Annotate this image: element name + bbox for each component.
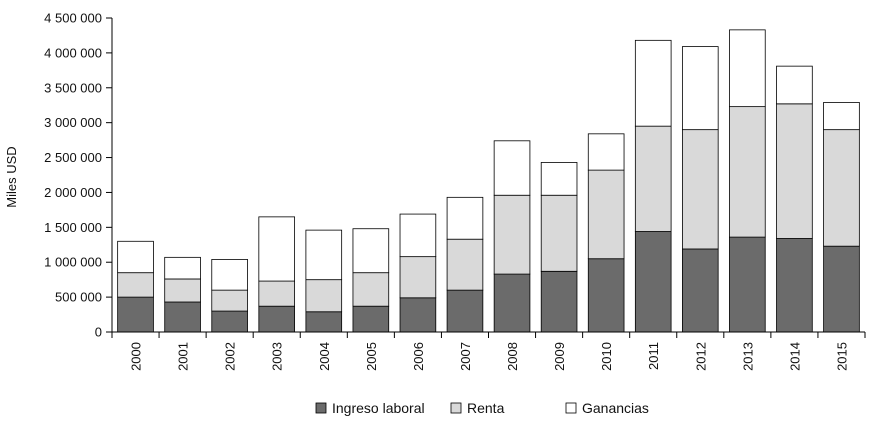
legend-swatch [315,402,327,414]
y-tick-label: 0 [95,325,102,340]
bar-segment [446,196,484,240]
bar-segment [399,213,437,258]
bar-segment [823,129,860,247]
legend-label: Ganancias [582,400,649,416]
x-tick-label: 2007 [458,342,473,371]
legend: Ingreso laboral Renta Ganancias [315,400,649,416]
bar-segment [117,240,154,274]
bar-segment [681,248,719,333]
bar-segment [305,279,343,313]
y-tick-label: 1 500 000 [44,220,102,235]
x-tick-label: 2012 [693,342,708,371]
x-tick-label: 2004 [317,342,332,371]
bar-segment [587,169,625,260]
bar-segment [211,310,248,333]
bar-segment [587,133,625,171]
bar-segment [823,245,860,333]
bar-segment [587,258,625,333]
bar-segment [729,29,766,108]
y-axis-title-group: Miles USD [4,146,19,207]
x-tick-label: 2000 [129,342,144,371]
bar-segment [352,272,390,307]
bar-segment [681,129,719,250]
bar-segment [729,236,766,333]
x-tick-label: 2014 [787,342,802,371]
x-tick-label: 2005 [364,342,379,371]
bar-segment [399,297,437,333]
y-tick-label: 4 500 000 [44,11,102,26]
bar-segment [729,106,766,238]
bar-segment [493,140,531,196]
bar-segment [117,296,154,333]
bar-segment [117,272,154,298]
bar-segment [211,259,248,291]
bar-segment [540,194,578,272]
x-axis: 2000 2001 2002 2003 2004 2005 2006 2007 2008 2009… [111,331,866,371]
bars [117,29,860,333]
y-axis-title: Miles USD [4,146,19,207]
x-tick-label: 2013 [740,342,755,371]
y-tick-label: 4 000 000 [44,45,102,60]
y-tick-label: 2 500 000 [44,150,102,165]
bar-segment [540,270,578,333]
bar-segment [211,289,248,312]
bar-segment [258,216,296,282]
bar-segment [258,280,296,307]
bar-segment [305,229,343,281]
x-tick-label: 2001 [176,342,191,371]
y-tick-label: 3 000 000 [44,115,102,130]
y-tick-label: 3 500 000 [44,80,102,95]
bar-segment [634,39,672,127]
x-tick-label: 2015 [834,342,849,371]
y-tick-label: 2 000 000 [44,185,102,200]
bar-segment [305,311,343,333]
bar-segment [776,65,813,105]
bar-segment [164,278,201,303]
x-tick-label: 2009 [552,342,567,371]
bar-segment [540,162,578,196]
x-tick-label: 2008 [505,342,520,371]
bar-segment [446,289,484,333]
bar-segment [164,256,201,280]
bar-segment [681,46,719,131]
x-tick-label: 2011 [646,342,661,370]
legend-swatch [565,402,577,414]
legend-swatch [450,402,462,414]
bar-segment [493,273,531,333]
legend-label: Renta [467,400,505,416]
y-tick-label: 1 000 000 [44,255,102,270]
legend-label: Ingreso laboral [332,400,425,416]
bar-segment [258,305,296,333]
x-tick-label: 2003 [270,342,285,371]
bar-segment [823,102,860,131]
bar-segment [776,238,813,333]
x-tick-label: 2002 [223,342,238,371]
y-tick-label: 500 000 [55,290,102,305]
bar-segment [634,231,672,333]
x-tick-label: 2006 [411,342,426,371]
bar-segment [493,194,531,275]
bar-segment [352,305,390,333]
bar-segment [164,301,201,333]
bar-segment [446,238,484,291]
y-axis: 0 500 000 1 000 000 1 500 000 2 000 000 2 500… [44,11,113,340]
bar-segment [634,125,672,232]
bar-segment [399,256,437,299]
bar-segment [776,103,813,239]
x-tick-label: 2010 [599,342,614,371]
bar-segment [352,228,390,274]
